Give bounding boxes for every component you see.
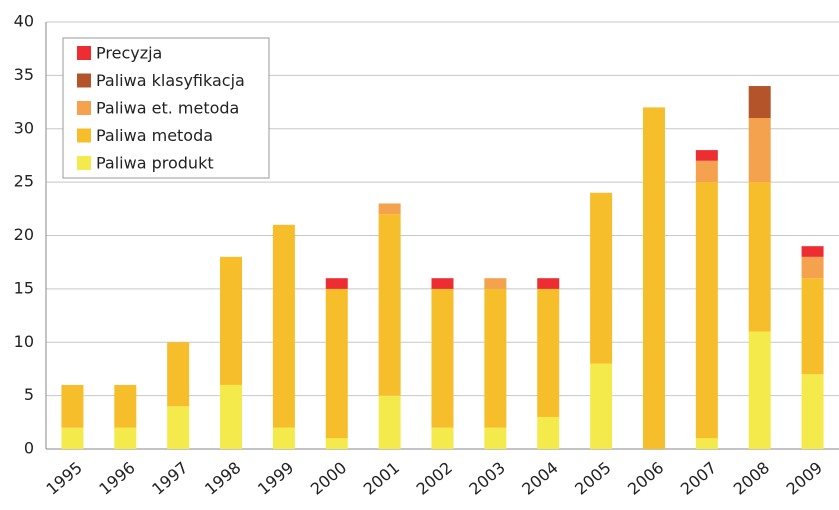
- x-tick-label: 1996: [95, 458, 138, 499]
- bar-segment: [220, 256, 243, 385]
- bar-segment: [378, 203, 401, 215]
- x-tick-label: 1995: [42, 458, 85, 499]
- y-tick-label: 15: [14, 278, 34, 297]
- x-tick-label: 2009: [783, 458, 826, 499]
- legend-label: Paliwa metoda: [96, 126, 213, 145]
- bar-segment: [272, 427, 295, 449]
- bar-segment: [801, 256, 824, 279]
- x-tick-label: 2003: [465, 458, 508, 499]
- bar-segment: [325, 278, 348, 289]
- bar-segment: [484, 278, 507, 289]
- legend-swatch: [77, 128, 91, 143]
- legend-box: [62, 37, 270, 179]
- bar-segment: [114, 427, 137, 449]
- legend-label: Paliwa klasyfikacja: [96, 71, 245, 90]
- x-tick-label: 1999: [254, 458, 297, 499]
- x-tick-label: 2006: [624, 458, 667, 499]
- bar-segment: [484, 288, 507, 428]
- y-tick-label: 0: [24, 439, 34, 458]
- legend-label: Precyzja: [96, 44, 162, 63]
- legend-swatch: [77, 46, 91, 60]
- x-tick-label: 2007: [677, 458, 720, 499]
- bar-segment: [167, 342, 190, 407]
- bar-segment: [748, 182, 771, 332]
- bar-segment: [748, 86, 771, 119]
- bar-segment: [537, 288, 560, 417]
- bar-segment: [378, 214, 401, 396]
- bar-segment: [695, 182, 718, 439]
- bar-segment: [695, 160, 718, 183]
- legend-label: Paliwa et. metoda: [96, 99, 239, 118]
- bar-segment: [431, 427, 454, 449]
- legend-swatch: [77, 156, 91, 170]
- bar-segment: [220, 384, 243, 449]
- bar-segment: [431, 288, 454, 428]
- bar-segment: [801, 246, 824, 257]
- bar-segment: [167, 406, 190, 449]
- y-tick-label: 30: [14, 118, 34, 137]
- x-tick-label: 2004: [518, 458, 561, 499]
- y-tick-label: 25: [14, 172, 34, 191]
- y-tick-label: 40: [14, 12, 34, 31]
- bar-segment: [61, 384, 84, 428]
- bar-segment: [695, 150, 718, 161]
- x-tick-label: 2002: [413, 458, 456, 499]
- y-tick-label: 5: [24, 385, 34, 404]
- bar-segment: [61, 427, 84, 449]
- bar-segment: [748, 118, 771, 183]
- x-tick-label: 1998: [201, 458, 244, 499]
- legend-label: Paliwa produkt: [96, 154, 214, 173]
- bar-segment: [801, 374, 824, 449]
- bar-segment: [590, 192, 613, 364]
- bar-segment: [748, 331, 771, 449]
- bar-segment: [378, 395, 401, 449]
- x-tick-label: 2005: [571, 458, 614, 499]
- x-tick-label: 2008: [730, 458, 773, 499]
- bar-segment: [484, 427, 507, 449]
- bar-segment: [695, 438, 718, 449]
- bar-segment: [642, 107, 665, 450]
- x-tick-label: 1997: [148, 458, 191, 499]
- x-tick-label: 2001: [360, 458, 403, 499]
- y-tick-label: 10: [14, 332, 34, 351]
- x-tick-label: 2000: [307, 458, 350, 499]
- bar-segment: [325, 438, 348, 449]
- bar-segment: [431, 278, 454, 289]
- legend-swatch: [77, 73, 91, 88]
- bar-segment: [537, 416, 560, 449]
- bar-segment: [114, 384, 137, 428]
- legend-swatch: [77, 101, 91, 115]
- bar-segment: [801, 278, 824, 375]
- bar-segment: [590, 363, 613, 449]
- bar-segment: [537, 278, 560, 289]
- y-tick-label: 35: [14, 65, 34, 84]
- bar-segment: [272, 224, 295, 428]
- y-tick-label: 20: [14, 225, 34, 244]
- bar-segment: [325, 288, 348, 439]
